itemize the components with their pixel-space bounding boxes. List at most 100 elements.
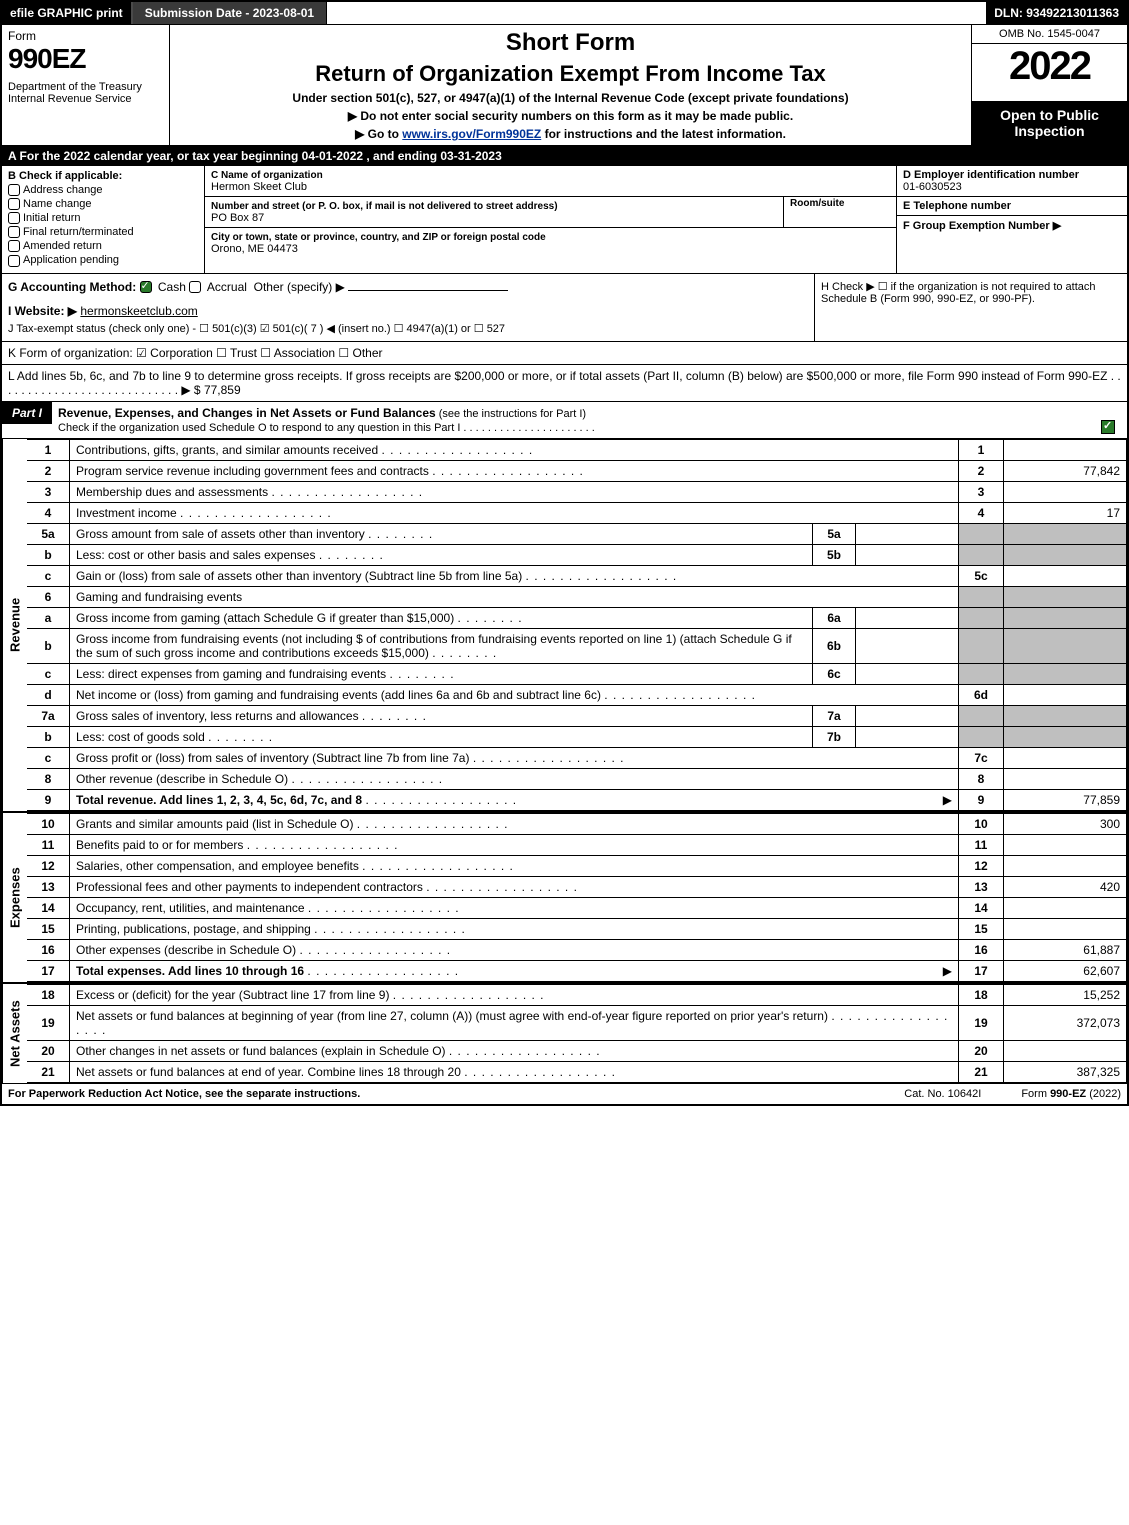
inner-box-num: 6c [813, 663, 856, 684]
dln-label: DLN: 93492213011363 [986, 2, 1127, 24]
efile-label[interactable]: efile GRAPHIC print [2, 2, 133, 24]
irs-link[interactable]: www.irs.gov/Form990EZ [402, 127, 541, 141]
chk-address[interactable]: Address change [8, 184, 198, 196]
dept-label: Department of the Treasury Internal Reve… [8, 81, 163, 105]
checkbox-cash-icon[interactable] [140, 281, 152, 293]
website-value[interactable]: hermonskeetclub.com [80, 304, 197, 318]
row-l-value: 77,859 [204, 383, 241, 397]
checkbox-icon[interactable] [8, 240, 20, 252]
line-desc: Benefits paid to or for members [70, 834, 959, 855]
info-block: B Check if applicable: Address change Na… [2, 166, 1127, 273]
line-number: a [27, 607, 70, 628]
chk-final[interactable]: Final return/terminated [8, 226, 198, 238]
revenue-side-label: Revenue [2, 439, 27, 811]
table-row: 10Grants and similar amounts paid (list … [27, 813, 1127, 834]
line-desc: Less: direct expenses from gaming and fu… [70, 663, 813, 684]
inner-box-num: 5a [813, 523, 856, 544]
box-val: 420 [1004, 876, 1127, 897]
cash-label: Cash [158, 280, 186, 294]
column-c: C Name of organization Hermon Skeet Club… [205, 166, 896, 273]
accrual-label: Accrual [207, 280, 247, 294]
row-h: H Check ▶ ☐ if the organization is not r… [814, 274, 1127, 341]
checkbox-icon[interactable] [8, 184, 20, 196]
header-left: Form 990EZ Department of the Treasury In… [2, 25, 170, 145]
box-num: 12 [959, 855, 1004, 876]
section-a: A For the 2022 calendar year, or tax yea… [2, 146, 1127, 166]
org-name-cell: C Name of organization Hermon Skeet Club [205, 166, 896, 197]
line-number: b [27, 544, 70, 565]
box-val: 77,859 [1004, 789, 1127, 810]
inner-box-val [856, 663, 959, 684]
checkbox-icon[interactable] [8, 226, 20, 238]
line-desc: Contributions, gifts, grants, and simila… [70, 439, 959, 460]
city-label: City or town, state or province, country… [211, 232, 546, 243]
shaded-cell [959, 607, 1004, 628]
shaded-cell [959, 705, 1004, 726]
table-row: bGross income from fundraising events (n… [27, 628, 1127, 663]
inner-box-num: 6b [813, 628, 856, 663]
line-number: b [27, 726, 70, 747]
box-num: 14 [959, 897, 1004, 918]
form-container: efile GRAPHIC print Submission Date - 20… [0, 0, 1129, 1106]
part1-header: Part I Revenue, Expenses, and Changes in… [2, 401, 1127, 438]
chk-amended[interactable]: Amended return [8, 240, 198, 252]
line-number: 3 [27, 481, 70, 502]
table-row: aGross income from gaming (attach Schedu… [27, 607, 1127, 628]
table-row: bLess: cost of goods sold 7b [27, 726, 1127, 747]
chk-initial[interactable]: Initial return [8, 212, 198, 224]
line-desc: Gross sales of inventory, less returns a… [70, 705, 813, 726]
checkbox-icon[interactable] [8, 255, 20, 267]
omb-number: OMB No. 1545-0047 [972, 25, 1127, 44]
line-desc: Printing, publications, postage, and shi… [70, 918, 959, 939]
checkbox-icon[interactable] [8, 198, 20, 210]
shaded-cell [1004, 607, 1127, 628]
line-desc: Gaming and fundraising events [70, 586, 959, 607]
part1-checkbox-icon[interactable] [1101, 420, 1115, 434]
box-num: 2 [959, 460, 1004, 481]
submission-date: Submission Date - 2023-08-01 [133, 2, 327, 24]
table-row: 17Total expenses. Add lines 10 through 1… [27, 960, 1127, 981]
line-desc: Other revenue (describe in Schedule O) [70, 768, 959, 789]
header-row: Form 990EZ Department of the Treasury In… [2, 25, 1127, 146]
box-num: 4 [959, 502, 1004, 523]
column-d: D Employer identification number 01-6030… [896, 166, 1127, 273]
line-number: 4 [27, 502, 70, 523]
line-desc: Net income or (loss) from gaming and fun… [70, 684, 959, 705]
footer-right: Form 990-EZ (2022) [1021, 1088, 1121, 1100]
box-num: 21 [959, 1061, 1004, 1082]
box-val: 61,887 [1004, 939, 1127, 960]
line-number: 20 [27, 1040, 70, 1061]
chk-label: Final return/terminated [23, 226, 134, 238]
part1-label: Part I [2, 402, 52, 424]
line-number: 14 [27, 897, 70, 918]
line-desc: Total revenue. Add lines 1, 2, 3, 4, 5c,… [70, 789, 959, 810]
street-cell: Number and street (or P. O. box, if mail… [205, 197, 896, 228]
i-label: I Website: ▶ [8, 304, 77, 318]
box-val [1004, 834, 1127, 855]
city-value: Orono, ME 04473 [211, 243, 298, 255]
shaded-cell [959, 726, 1004, 747]
table-row: 5aGross amount from sale of assets other… [27, 523, 1127, 544]
line-desc: Less: cost or other basis and sales expe… [70, 544, 813, 565]
line-desc: Grants and similar amounts paid (list in… [70, 813, 959, 834]
shaded-cell [959, 523, 1004, 544]
footer: For Paperwork Reduction Act Notice, see … [2, 1083, 1127, 1104]
chk-name[interactable]: Name change [8, 198, 198, 210]
line-number: d [27, 684, 70, 705]
chk-pending[interactable]: Application pending [8, 254, 198, 266]
table-row: 19Net assets or fund balances at beginni… [27, 1005, 1127, 1040]
revenue-section: Revenue 1Contributions, gifts, grants, a… [2, 438, 1127, 811]
line-desc: Net assets or fund balances at end of ye… [70, 1061, 959, 1082]
box-num: 8 [959, 768, 1004, 789]
ein-label: D Employer identification number [903, 169, 1079, 181]
netassets-table: 18Excess or (deficit) for the year (Subt… [27, 984, 1127, 1083]
table-row: cGross profit or (loss) from sales of in… [27, 747, 1127, 768]
checkbox-icon[interactable] [8, 212, 20, 224]
box-val: 15,252 [1004, 984, 1127, 1005]
checkbox-accrual-icon[interactable] [189, 281, 201, 293]
box-num: 10 [959, 813, 1004, 834]
box-num: 3 [959, 481, 1004, 502]
table-row: 3Membership dues and assessments 3 [27, 481, 1127, 502]
table-row: dNet income or (loss) from gaming and fu… [27, 684, 1127, 705]
form-label: Form [8, 29, 163, 43]
